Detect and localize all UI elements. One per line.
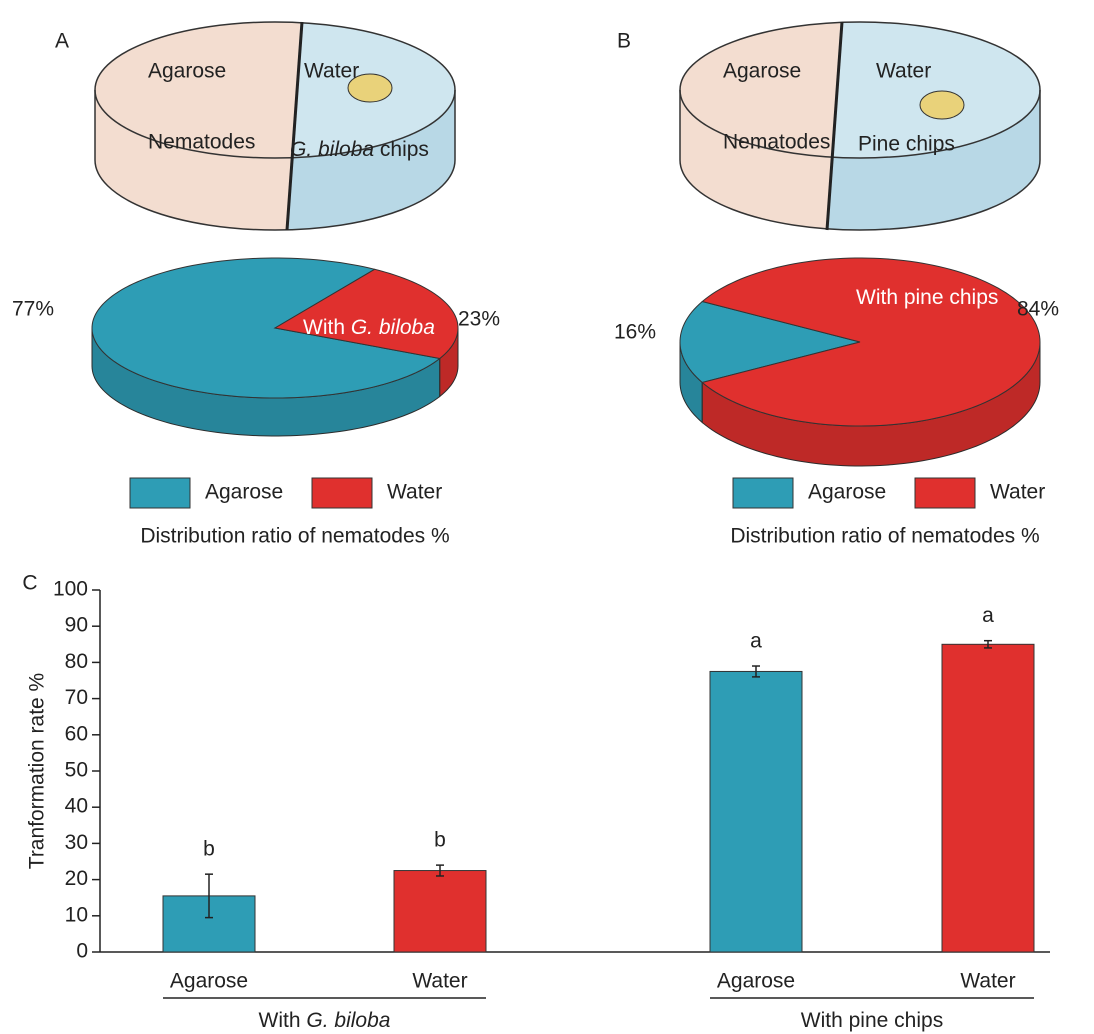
y-tick-label: 80	[65, 650, 88, 673]
y-axis-label: Tranformation rate %	[26, 673, 49, 869]
y-tick-label: 100	[53, 578, 88, 601]
y-tick-label: 20	[65, 867, 88, 890]
group-label: With pine chips	[801, 1009, 943, 1032]
x-tick-label: Water	[412, 970, 467, 993]
bar	[709, 670, 803, 953]
dish-label: Water	[876, 60, 931, 83]
group-label-part: With	[259, 1009, 307, 1032]
y-tick-label: 40	[65, 795, 88, 818]
pie-slice	[91, 257, 441, 399]
legend-label: Agarose	[205, 481, 283, 504]
group-label-part: G. biloba	[306, 1009, 390, 1032]
significance-label: a	[982, 604, 994, 627]
dish-label: Nematodes	[148, 131, 255, 154]
pie-slice	[679, 300, 861, 384]
annotation-part: With	[303, 316, 351, 339]
y-tick-label: 0	[76, 940, 88, 963]
chart-title: Distribution ratio of nematodes %	[140, 525, 449, 548]
annotation: With pine chips	[856, 286, 998, 309]
significance-label: b	[434, 829, 446, 852]
value-label: 77%	[12, 298, 54, 321]
bar	[941, 643, 1035, 953]
legend-swatch	[311, 477, 373, 509]
panel-label: C	[22, 572, 37, 595]
legend-swatch	[914, 477, 976, 509]
group-label: With G. biloba	[259, 1009, 391, 1032]
value-label: 84%	[1017, 298, 1059, 321]
legend-swatch	[129, 477, 191, 509]
dish-label: Nematodes	[723, 131, 830, 154]
x-tick-label: Water	[960, 970, 1015, 993]
annotation: With G. biloba	[303, 316, 435, 339]
bar	[393, 870, 487, 953]
x-tick-label: Agarose	[170, 970, 248, 993]
group-label-part: With pine chips	[801, 1009, 943, 1032]
annotation-part: With pine chips	[856, 286, 998, 309]
y-tick-label: 30	[65, 831, 88, 854]
y-tick-label: 10	[65, 903, 88, 926]
annotation-part: G. biloba	[351, 316, 435, 339]
panel-label: A	[55, 30, 69, 53]
legend-label: Agarose	[808, 481, 886, 504]
petri-dish	[679, 21, 1041, 231]
x-tick-label: Agarose	[717, 970, 795, 993]
dish-label: Water	[304, 60, 359, 83]
significance-label: a	[750, 630, 762, 653]
y-tick-label: 60	[65, 722, 88, 745]
significance-label: b	[203, 838, 215, 861]
y-tick-label: 70	[65, 686, 88, 709]
value-label: 23%	[458, 308, 500, 331]
dish-label-part: chips	[374, 138, 429, 161]
y-tick-label: 50	[65, 759, 88, 782]
dish-label: Pine chips	[858, 133, 955, 156]
legend-swatch	[732, 477, 794, 509]
legend-label: Water	[990, 481, 1045, 504]
dish-label-part: G. biloba	[290, 138, 374, 161]
pie-slice	[701, 257, 1041, 427]
dish-label: Agarose	[723, 60, 801, 83]
petri-dish	[94, 21, 456, 231]
panel-label: B	[617, 30, 631, 53]
y-tick-label: 90	[65, 614, 88, 637]
value-label: 16%	[614, 321, 656, 344]
legend-label: Water	[387, 481, 442, 504]
chart-title: Distribution ratio of nematodes %	[730, 525, 1039, 548]
dish-label: Agarose	[148, 60, 226, 83]
pie-slice	[273, 268, 459, 360]
dish-label: G. biloba chips	[290, 138, 429, 161]
